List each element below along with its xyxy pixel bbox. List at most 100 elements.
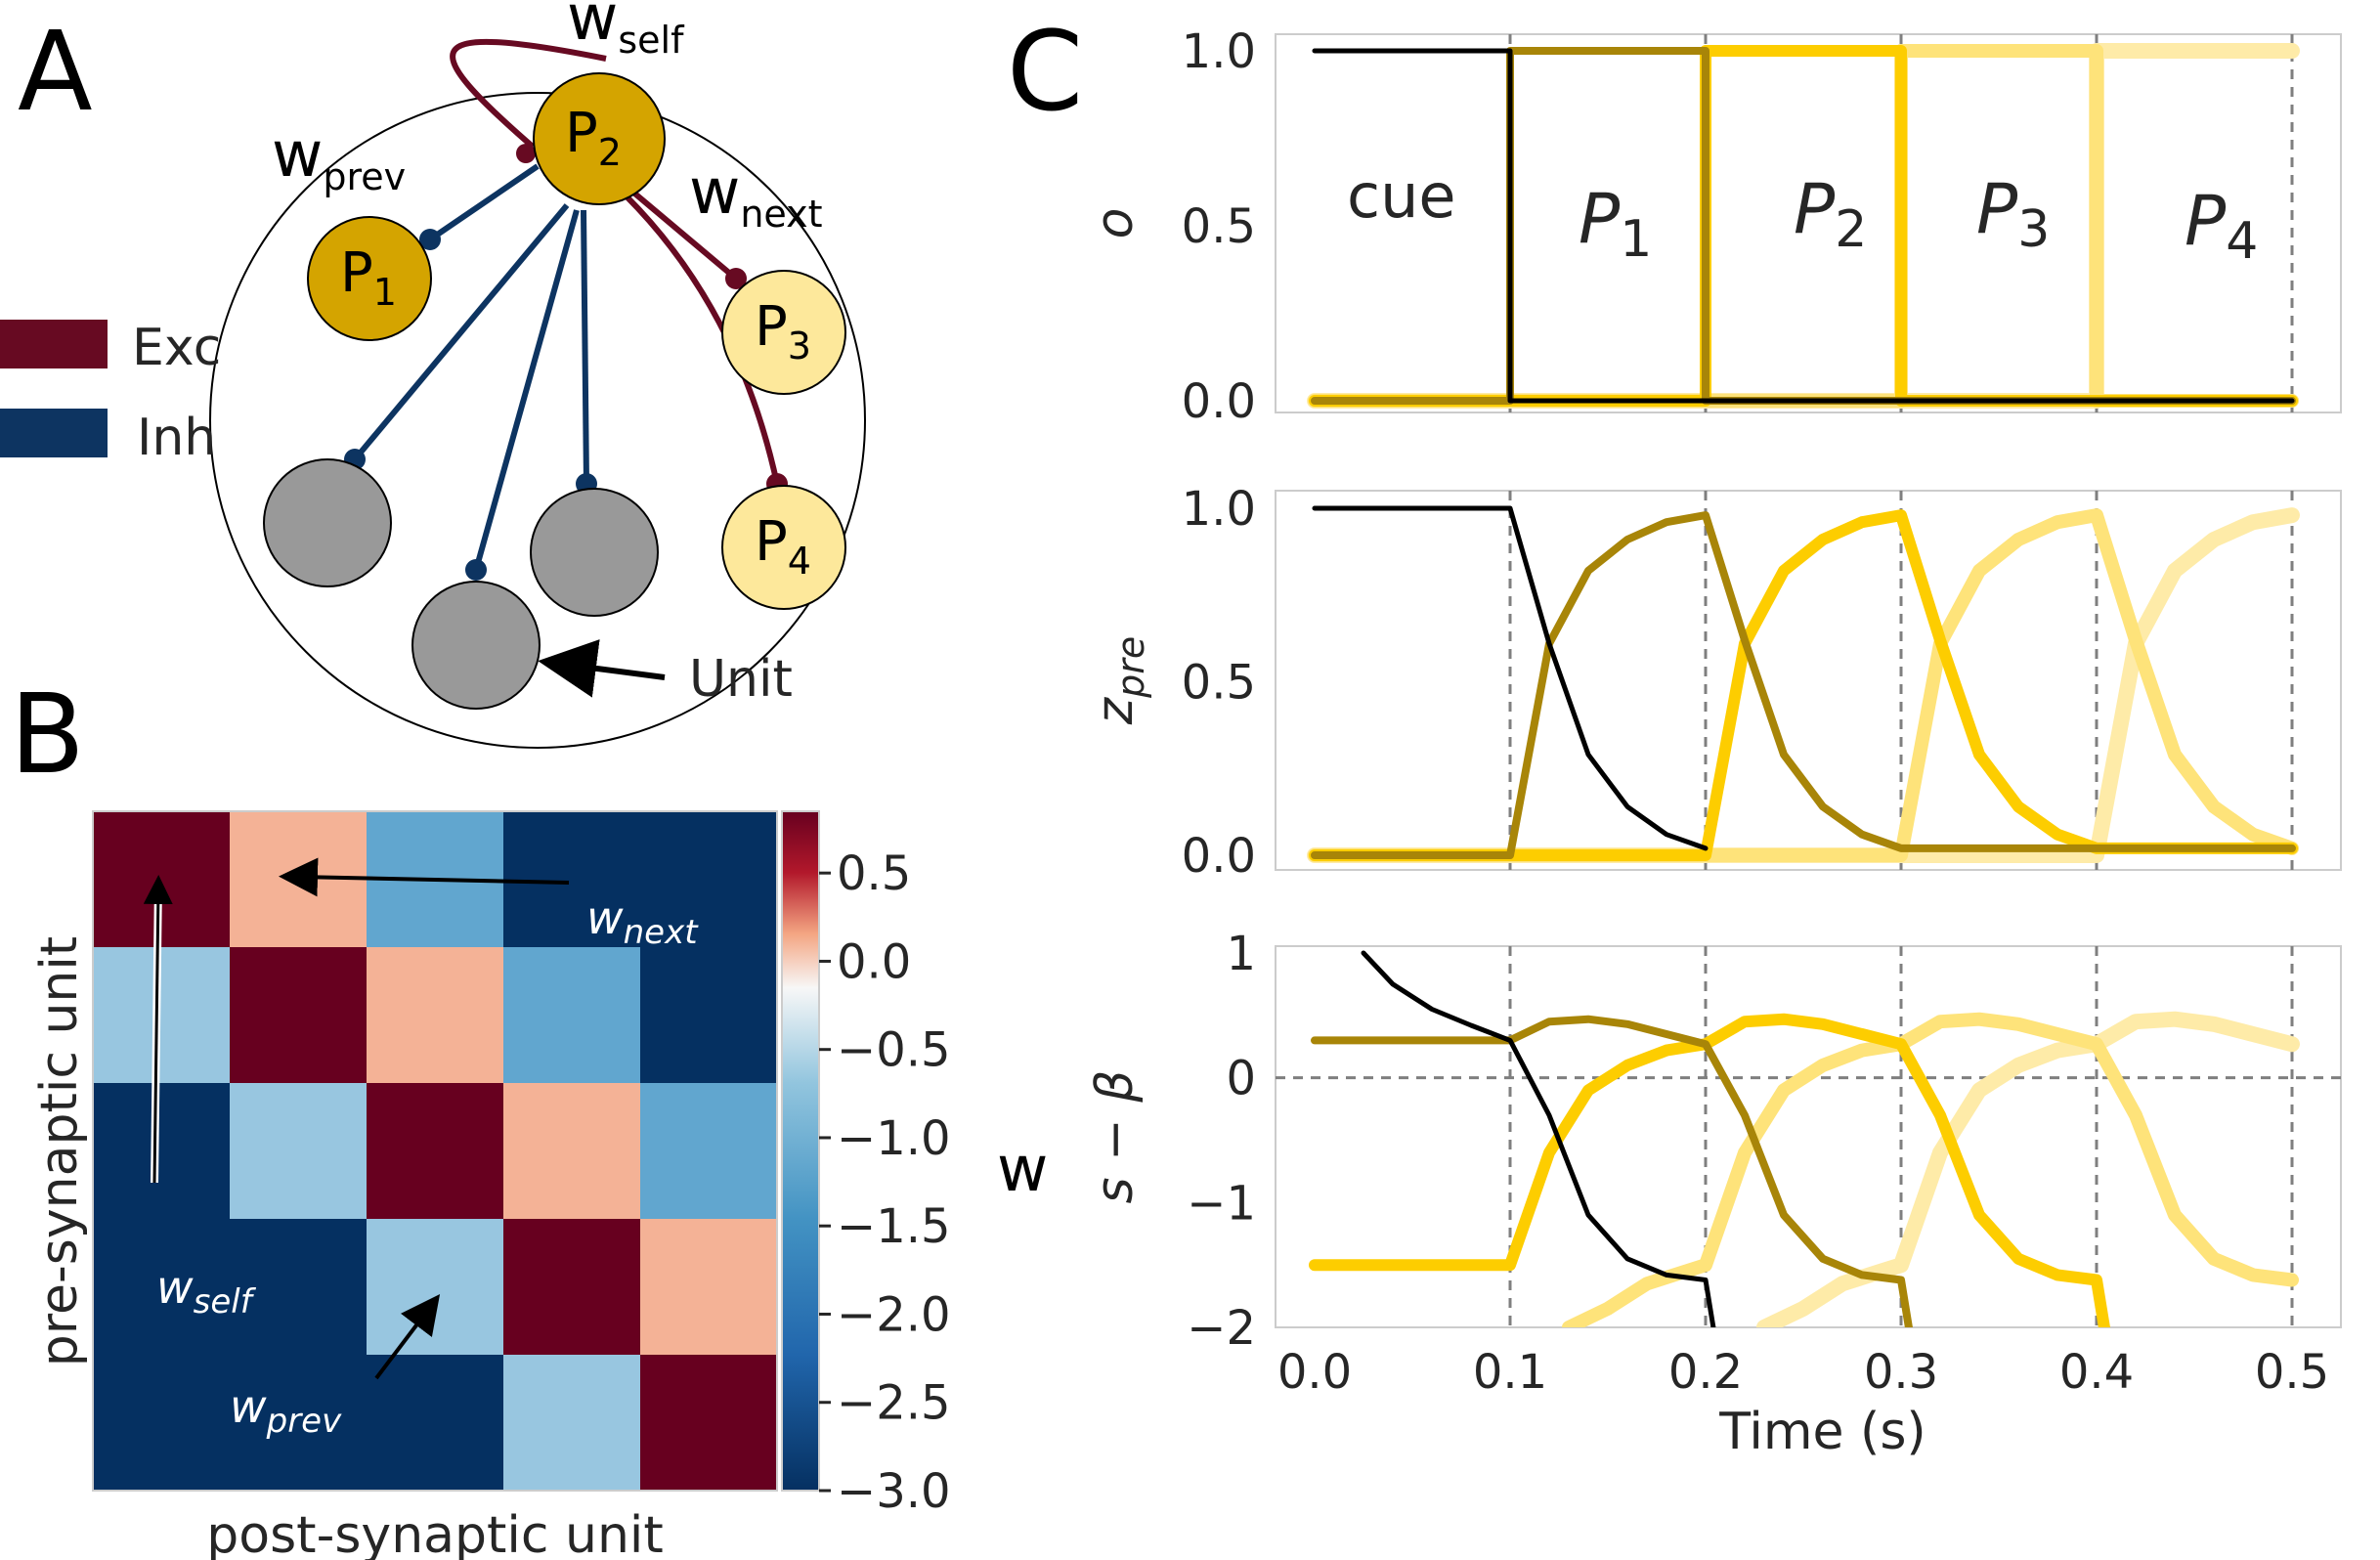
neuron-p3 <box>721 270 846 395</box>
subplot-zpre: 0.0 0.5 1.0 zpre <box>1086 482 2342 884</box>
colorbar-tick-label: −2.5 <box>837 1376 951 1431</box>
legend-inh-swatch <box>0 409 108 457</box>
x-tick-label: 0.3 <box>1864 1345 1938 1400</box>
w-prev-label: wprev <box>272 119 406 198</box>
series-line-0 <box>1312 48 2295 404</box>
inhibitory-connections <box>352 163 589 571</box>
w-next-label: wnext <box>689 156 823 236</box>
phase-cue-label: cue <box>1347 160 1456 232</box>
colorbar-ticks: 0.5 0.0 −0.5 −1.0 −1.5 −2.0 −2.5 −3.0 <box>819 846 951 1519</box>
y-tick-label: −2 <box>1187 1301 1256 1356</box>
subplot-s-beta: −2 −1 0 1 s − β <box>1086 927 2342 1356</box>
y-tick-label: 1.0 <box>1182 482 1256 537</box>
series-line-0 <box>1312 505 1709 851</box>
y-tick-label: 0.5 <box>1182 199 1256 254</box>
axes-frame <box>1275 33 2342 413</box>
x-tick-label: 0.5 <box>2255 1345 2329 1400</box>
series-line-4 <box>1307 507 2300 863</box>
neuron-p4 <box>721 485 846 610</box>
y-tick-label: 1.0 <box>1182 24 1256 79</box>
network-diagram: P2 P1 P3 P4 wself wprev wnext Unit Exc I… <box>0 0 866 749</box>
colorbar-tick-label: 0.5 <box>837 846 911 901</box>
matrix-cell <box>640 947 778 1084</box>
unit-circle <box>263 458 392 587</box>
colorbar-tick-label: −1.0 <box>837 1111 951 1166</box>
series-line-3 <box>1562 1012 2299 1327</box>
y-tick-label: −1 <box>1187 1176 1256 1231</box>
y-tick-label: 0.5 <box>1182 656 1256 711</box>
legend-inh-label: Inh <box>137 409 216 467</box>
x-tick-label: 0.1 <box>1473 1345 1547 1400</box>
matrix-cell <box>640 811 778 948</box>
colorbar-tick-label: −0.5 <box>837 1023 951 1078</box>
x-tick-label: 0.4 <box>2059 1345 2134 1400</box>
time-series-panels: 0.0 0.5 1.0 o 0.0 0.5 1.0 zpre −2 −1 0 1 s − β cue… <box>1086 24 2342 1461</box>
neuron-p2 <box>533 72 666 205</box>
neuron-p1 <box>307 216 432 341</box>
neuron-p1-label: P1 <box>340 241 397 314</box>
matrix-cell <box>503 811 641 948</box>
matrix-cell <box>503 1355 641 1492</box>
series-line-0 <box>1361 950 1716 1327</box>
matrix-cell <box>230 1355 368 1492</box>
series-line-1 <box>1311 1015 1913 1327</box>
colorbar <box>781 810 820 1492</box>
w-next-annotation: wnext <box>586 891 699 952</box>
matrix-cell <box>93 1219 231 1356</box>
matrix-cell <box>230 1083 368 1220</box>
matrix-cell <box>640 1219 778 1356</box>
unit-circle <box>411 581 541 710</box>
c-xlabel: Time (s) <box>1718 1403 1926 1461</box>
panel-label-b: B <box>10 672 85 799</box>
y-axis-label: zpre <box>1086 636 1152 725</box>
w-self-label: wself <box>567 0 685 62</box>
axes-frame <box>1275 490 2342 871</box>
matrix-cell <box>503 1219 641 1356</box>
y-tick-label: 0 <box>1226 1052 1256 1106</box>
axes-frame <box>1275 945 2342 1328</box>
legend: Exc Inh <box>0 319 221 467</box>
series-line-3 <box>1308 508 2299 862</box>
phase-p4-label: P4 <box>2185 181 2258 271</box>
phase-p2-label: P2 <box>1794 169 1867 259</box>
y-tick-label: 1 <box>1226 927 1256 981</box>
matrix-cell <box>93 947 231 1084</box>
legend-exc-label: Exc <box>132 319 221 377</box>
matrix-cell <box>367 1083 504 1220</box>
weight-matrix: wnext wself wprev pre-synaptic unit post… <box>30 810 1048 1560</box>
phase-p1-label: P1 <box>1579 179 1652 269</box>
matrix-cell <box>367 947 504 1084</box>
matrix-cell <box>93 1355 231 1492</box>
b-ylabel: pre-synaptic unit <box>30 936 89 1366</box>
x-tick-label: 0.2 <box>1668 1345 1743 1400</box>
neuron-p4-label: P4 <box>755 510 811 583</box>
subplot-o: 0.0 0.5 1.0 o <box>1086 24 2342 429</box>
w-self-annotation: wself <box>156 1261 257 1322</box>
self-connection <box>450 38 607 150</box>
matrix-cell <box>230 1219 368 1356</box>
series-line-4 <box>1756 1011 2300 1327</box>
panel-label-c: C <box>1007 9 1083 136</box>
w-prev-annotation: wprev <box>230 1380 342 1441</box>
x-tick-labels: 0.0 0.1 0.2 0.3 0.4 0.5 <box>1277 1345 2329 1400</box>
legend-exc-swatch <box>0 320 108 368</box>
neuron-p2-label: P2 <box>565 102 622 174</box>
matrix-cell <box>503 1083 641 1220</box>
y-axis-label: s − β <box>1086 1070 1145 1204</box>
phase-p3-label: P3 <box>1976 169 2050 259</box>
matrix-cell <box>640 1355 778 1492</box>
matrix-cell <box>93 1083 231 1220</box>
series-line-2 <box>1309 1013 2110 1327</box>
colorbar-tick-label: 0.0 <box>837 934 911 989</box>
colorbar-label: w <box>997 1134 1048 1206</box>
matrix-cell <box>230 947 368 1084</box>
matrix-cell <box>367 1355 504 1492</box>
matrix-cell <box>367 1219 504 1356</box>
unit-label: Unit <box>689 650 793 709</box>
x-tick-label: 0.0 <box>1277 1345 1352 1400</box>
b-xlabel: post-synaptic unit <box>206 1506 663 1560</box>
matrix-cell <box>640 1083 778 1220</box>
y-axis-label: o <box>1086 208 1145 239</box>
panel-label-a: A <box>18 9 93 136</box>
